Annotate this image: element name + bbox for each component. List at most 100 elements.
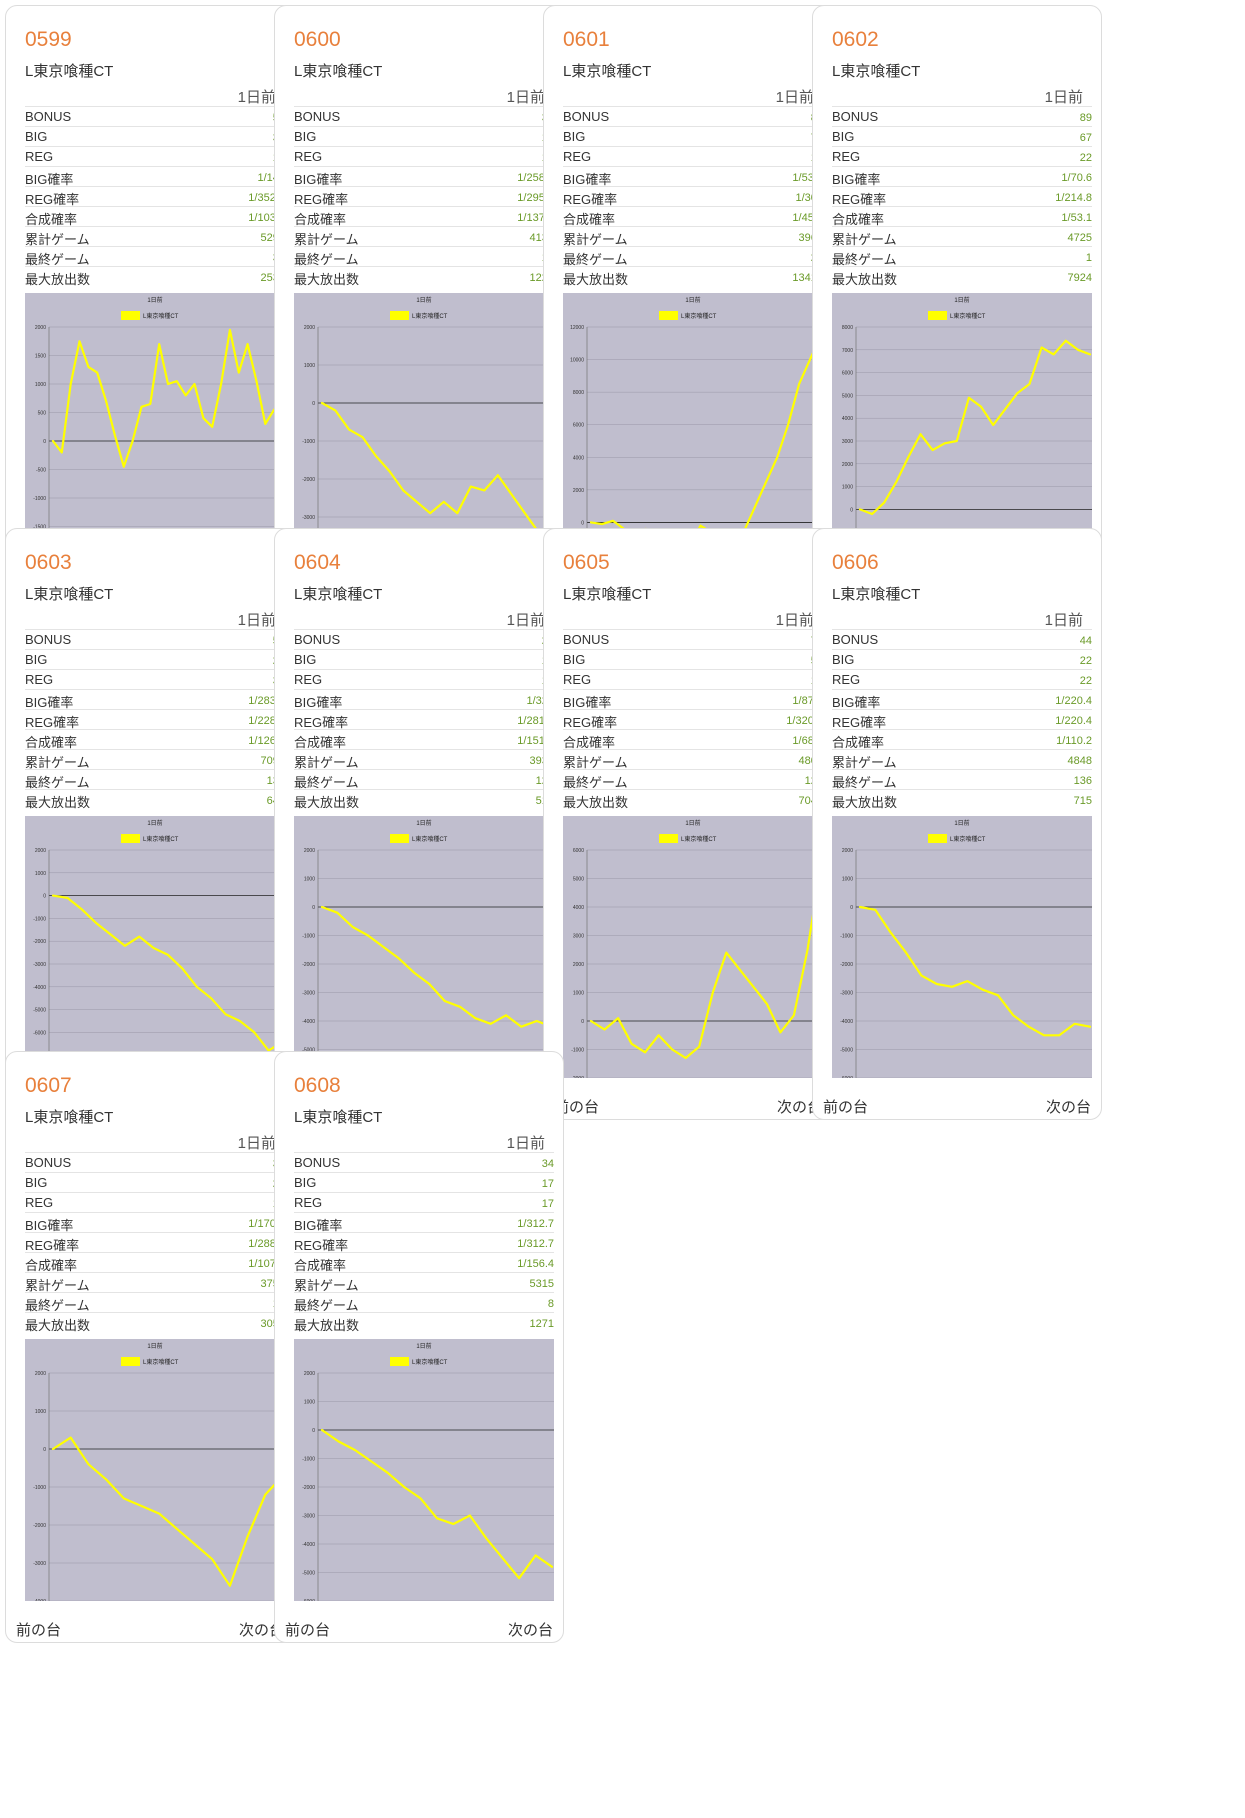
stat-row: REG確率 1/228.8 bbox=[25, 709, 285, 730]
y-tick-label: 1000 bbox=[573, 991, 584, 997]
stat-row: 最終ゲーム122 bbox=[563, 769, 823, 790]
y-tick-label: 10000 bbox=[570, 358, 584, 364]
series-line bbox=[320, 1428, 554, 1580]
series-line bbox=[51, 1436, 285, 1587]
stat-row: 合成確率 1/156.4 bbox=[294, 1252, 554, 1273]
stat-label: 最終ゲーム bbox=[25, 252, 90, 267]
stat-label: 合成確率 bbox=[25, 1258, 78, 1273]
y-tick-label: -6000 bbox=[840, 1076, 853, 1078]
stat-row: 累計ゲーム 3935 bbox=[294, 749, 554, 770]
legend-label: L東京喰種CT bbox=[143, 1358, 179, 1366]
stat-label: REG bbox=[294, 149, 323, 164]
stat-row: REG 22 bbox=[832, 146, 1092, 166]
y-tick-label: -500 bbox=[36, 468, 46, 474]
stat-row: 最終ゲーム 136 bbox=[832, 769, 1092, 790]
stat-row: 最終ゲーム19 bbox=[294, 246, 554, 267]
stat-label: BONUS bbox=[563, 109, 610, 124]
machine-number[interactable]: 0602 bbox=[832, 28, 879, 51]
stat-row: REG14 bbox=[294, 146, 554, 166]
stat-row: 最大放出数 2535 bbox=[25, 266, 285, 287]
stat-row: REG 22 bbox=[832, 669, 1092, 689]
y-tick-label: -2000 bbox=[302, 477, 315, 483]
y-tick-label: 12000 bbox=[570, 325, 584, 331]
stat-label: BIG確率 bbox=[25, 1218, 74, 1233]
y-tick-label: -1000 bbox=[302, 934, 315, 940]
stats-table: BONUS26BIG12REG14BIG確率1/328REG確率1/281.1合… bbox=[294, 629, 554, 810]
stat-row: BIG 22 bbox=[832, 649, 1092, 669]
stat-value: 1/110.2 bbox=[1056, 735, 1092, 747]
y-tick-label: 7000 bbox=[842, 348, 853, 354]
y-tick-label: -1000 bbox=[840, 934, 853, 940]
stat-row: 合成確率 1/68.7 bbox=[563, 729, 823, 750]
machine-card: 0605 L東京喰種CT 1日前 BONUS70BIG55REG15BIG確率1… bbox=[543, 528, 833, 1120]
chart-title: 1日前 bbox=[685, 819, 700, 827]
machine-number[interactable]: 0601 bbox=[563, 28, 610, 51]
payout-chart: 1日前 L東京喰種CT 2000 1500 1000 500 0 -500 -1000 -1500… bbox=[25, 293, 285, 555]
chart-title: 1日前 bbox=[147, 819, 162, 827]
next-machine-link[interactable]: 次の台 bbox=[507, 1622, 553, 1639]
stat-label: BONUS bbox=[25, 632, 72, 647]
stat-row: BIG確率 1/87.5 bbox=[563, 689, 823, 710]
machine-number[interactable]: 0605 bbox=[563, 551, 610, 574]
stat-label: BIG bbox=[25, 652, 48, 667]
y-tick-label: -4000 bbox=[840, 1019, 853, 1025]
machine-number[interactable]: 0600 bbox=[294, 28, 341, 51]
stat-label: REG bbox=[832, 149, 861, 164]
y-tick-label: 2000 bbox=[842, 462, 853, 468]
stats-table: BONUS35BIG22REG13BIG確率1/170.5REG確率1/288.… bbox=[25, 1152, 285, 1333]
stat-row: REG15 bbox=[563, 669, 823, 689]
machine-number[interactable]: 0607 bbox=[25, 1074, 72, 1097]
prev-machine-link[interactable]: 前の台 bbox=[285, 1622, 331, 1639]
stat-row: 累計ゲーム 5315 bbox=[294, 1272, 554, 1293]
stats-table: BONUS56BIG25REG31BIG確率1/283.6REG確率1/228.… bbox=[25, 629, 285, 810]
y-tick-label: 5000 bbox=[842, 393, 853, 399]
stat-row: 合成確率 1/110.2 bbox=[832, 729, 1092, 750]
y-tick-label: 3000 bbox=[842, 439, 853, 445]
stat-label: 累計ゲーム bbox=[25, 232, 90, 247]
chart-title: 1日前 bbox=[954, 296, 969, 304]
y-tick-label: -5000 bbox=[33, 1008, 46, 1014]
stat-row: BONUS51 bbox=[25, 106, 285, 126]
stat-row: 最大放出数518 bbox=[294, 789, 554, 810]
stat-row: BIG確率 1/147 bbox=[25, 166, 285, 187]
legend-swatch bbox=[390, 1357, 409, 1366]
machine-number[interactable]: 0603 bbox=[25, 551, 72, 574]
y-tick-label: -3000 bbox=[840, 991, 853, 997]
y-tick-label: 0 bbox=[312, 1428, 315, 1434]
next-machine-link[interactable]: 次の台 bbox=[238, 1622, 284, 1639]
prev-machine-link[interactable]: 前の台 bbox=[823, 1099, 869, 1116]
next-machine-link[interactable]: 次の台 bbox=[776, 1099, 822, 1116]
prev-machine-link[interactable]: 前の台 bbox=[554, 1099, 600, 1116]
y-tick-label: 6000 bbox=[573, 848, 584, 854]
stat-row: BIG74 bbox=[563, 126, 823, 146]
stat-label: BONUS bbox=[25, 109, 72, 124]
prev-machine-link[interactable]: 前の台 bbox=[16, 1622, 62, 1639]
payout-chart: 1日前L東京喰種CT120001000080006000400020000-20… bbox=[563, 293, 823, 555]
stats-table: BONUS30BIG16REG14BIG確率1/258.2REG確率1/295.… bbox=[294, 106, 554, 287]
day-label: 1日前 bbox=[237, 1135, 276, 1152]
machine-card: 0607 L東京喰種CT 1日前 BONUS35BIG22REG13BIG確率1… bbox=[5, 1051, 295, 1643]
stat-row: 累計ゲーム 4809 bbox=[563, 749, 823, 770]
stat-label: 累計ゲーム bbox=[563, 232, 628, 247]
stat-row: REG確率 1/281.1 bbox=[294, 709, 554, 730]
stat-row: REG確率 1/305 bbox=[563, 186, 823, 207]
y-tick-label: -5000 bbox=[302, 1048, 315, 1054]
machine-number[interactable]: 0604 bbox=[294, 551, 341, 574]
y-tick-label: 2000 bbox=[35, 325, 46, 331]
stat-label: 最大放出数 bbox=[294, 795, 360, 810]
stat-value: 1/214.8 bbox=[1055, 192, 1092, 204]
machine-number[interactable]: 0599 bbox=[25, 28, 72, 51]
stat-label: REG bbox=[25, 149, 54, 164]
stat-value: 67 bbox=[1079, 132, 1092, 144]
machine-number[interactable]: 0608 bbox=[294, 1074, 341, 1097]
stat-row: BONUS70 bbox=[563, 629, 823, 649]
next-machine-link[interactable]: 次の台 bbox=[1045, 1099, 1091, 1116]
stat-value: 1/312.7 bbox=[517, 1218, 554, 1230]
machine-model: L東京喰種CT bbox=[25, 63, 114, 80]
stat-label: 最大放出数 bbox=[294, 272, 360, 287]
series-line bbox=[589, 863, 823, 1060]
stat-row: 最大放出数 1225 bbox=[294, 266, 554, 287]
day-label: 1日前 bbox=[506, 89, 545, 106]
machine-number[interactable]: 0606 bbox=[832, 551, 879, 574]
